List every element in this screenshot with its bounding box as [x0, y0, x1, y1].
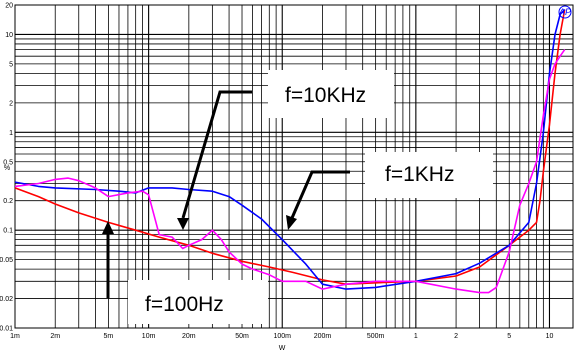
annotation-10khz-arrow	[181, 90, 252, 219]
annotation-1khz-box	[365, 152, 493, 198]
y-tick-label: 1	[9, 130, 13, 137]
y-tick-label: 0.5	[3, 159, 13, 166]
x-tick-label: 5m	[104, 333, 114, 340]
x-tick-label: 10m	[142, 333, 156, 340]
ap-logo: AP	[558, 5, 572, 19]
series-line-3	[14, 49, 566, 294]
y-tick-label: 5	[9, 61, 13, 68]
y-tick-label: 0.1	[3, 228, 13, 235]
annotation-100hz: f=100Hz	[102, 221, 268, 324]
annotation-10khz-label: f=10KHz	[285, 84, 366, 107]
y-tick-label: 0.2	[3, 198, 13, 205]
annotation-1khz-arrow	[290, 170, 350, 219]
y-tick-label: 0.02	[0, 296, 13, 303]
x-tick-label: 2m	[50, 333, 60, 340]
y-tick-label: 0.01	[0, 326, 13, 333]
grid	[15, 5, 573, 328]
x-tick-label: 1m	[10, 333, 20, 340]
annotation-10khz-arrowhead	[177, 218, 189, 230]
x-tick-label: 20m	[182, 333, 196, 340]
y-tick-label: 0.05	[0, 257, 13, 264]
x-tick-label: 500m	[367, 333, 385, 340]
x-tick-label: 2	[454, 333, 458, 340]
annotation-100hz-arrowhead	[102, 221, 114, 234]
y-tick-labels: 0.01 0.02 0.05 0.1 0.2 0.5 1 2 5 10 20	[0, 3, 13, 333]
annotation-1khz-label: f=1KHz	[385, 163, 454, 186]
x-tick-label: 10	[546, 333, 554, 340]
x-tick-label: 200m	[314, 333, 332, 340]
x-tick-label: 100m	[273, 333, 291, 340]
annotation-100hz-box	[128, 280, 268, 324]
plot-frame	[14, 4, 574, 329]
x-tick-labels: 1m 2m 5m 10m 20m 50m 100m 200m 500m 1 2 5 10	[10, 333, 553, 340]
x-axis-label: W	[279, 345, 286, 352]
annotation-10khz: f=10KHz	[177, 70, 394, 230]
annotation-10khz-box	[268, 70, 394, 118]
y-tick-label: 2	[9, 100, 13, 107]
x-tick-label: 50m	[235, 333, 249, 340]
x-tick-label: 1	[414, 333, 418, 340]
annotation-1khz-arrowhead	[286, 215, 297, 230]
y-axis-label: %	[4, 165, 10, 172]
ap-logo-circle	[558, 5, 572, 19]
y-tick-label: 10	[5, 32, 13, 39]
y-tick-label: 20	[5, 3, 13, 10]
x-tick-label: 5	[507, 333, 511, 340]
series-lines	[14, 8, 566, 294]
annotation-1khz: f=1KHz	[286, 152, 493, 230]
annotation-100hz-label: f=100Hz	[145, 293, 224, 316]
ap-logo-text: AP	[558, 7, 571, 17]
